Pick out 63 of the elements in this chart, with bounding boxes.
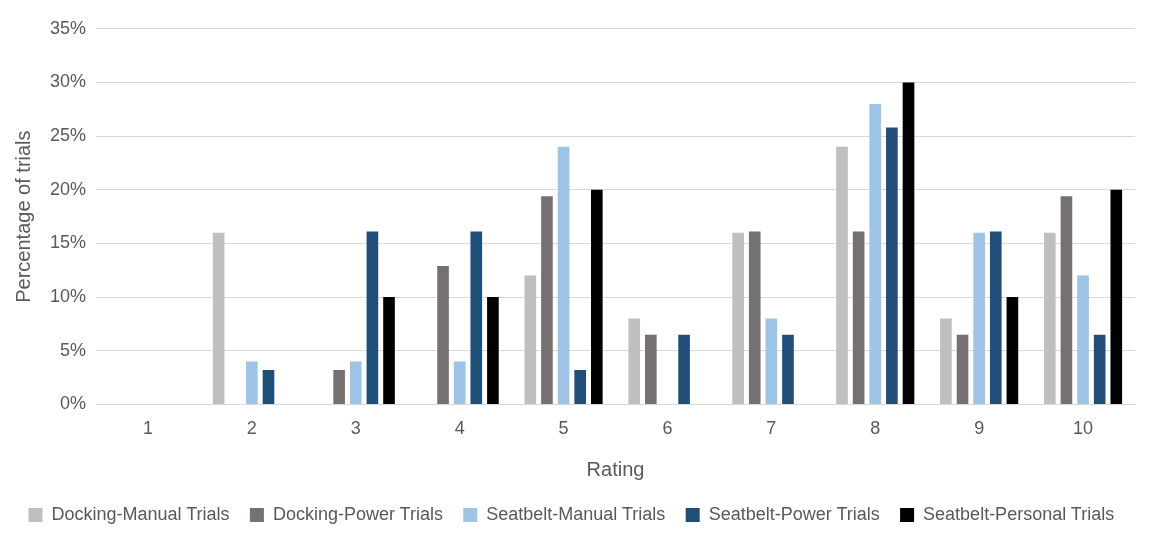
bar [973,232,985,404]
bar [1060,196,1073,404]
bar [333,370,345,404]
bar [262,370,275,404]
bar [678,334,690,404]
bar [852,231,865,404]
bar [557,146,570,404]
y-tick-label: 0% [60,393,87,414]
bar [1110,189,1123,404]
bar [212,232,225,404]
x-tick-label: 1 [142,418,153,439]
legend-label: Seatbelt-Power Trials [708,503,880,524]
bar [453,361,466,404]
y-axis-title: Percentage of trials [11,130,34,303]
bar [1043,232,1056,404]
x-tick-label: 4 [454,418,465,439]
bar [989,231,1002,404]
bar [470,231,483,404]
legend-label: Seatbelt-Personal Trials [923,503,1115,524]
bar [732,232,744,404]
bar [590,189,603,404]
y-tick-label: 20% [50,178,87,199]
bar [1077,275,1089,404]
legend-label: Docking-Manual Trials [51,503,230,524]
y-tick-label: 10% [50,286,87,307]
bar [574,370,587,404]
bar [487,297,499,404]
x-tick-label: 5 [558,418,569,439]
y-tick-label: 30% [50,71,87,92]
x-tick-label: 2 [246,418,257,439]
x-tick-label: 10 [1073,418,1094,439]
bar [748,231,761,404]
x-tick-label: 7 [766,418,777,439]
bar [541,196,553,404]
bar [886,127,898,404]
y-tick-label: 35% [50,17,87,38]
bar [902,82,915,404]
bar [940,318,952,404]
bar [1006,297,1019,404]
bar [645,334,657,404]
x-tick-label: 8 [870,418,881,439]
bar [246,361,258,404]
y-tick-label: 15% [50,232,87,253]
bar [1093,334,1106,404]
x-axis-title: Rating [586,457,645,480]
bar [782,334,794,404]
bar [836,146,848,404]
bar [628,318,641,404]
bar [437,265,449,404]
bar [349,361,362,404]
bar [765,318,778,404]
y-tick-label: 5% [60,339,87,360]
x-tick-label: 9 [974,418,985,439]
bar [956,334,969,404]
x-tick-label: 3 [350,418,361,439]
x-tick-label: 6 [662,418,673,439]
bar [383,297,395,404]
bar [524,275,537,404]
legend-label: Seatbelt-Manual Trials [486,503,666,524]
y-tick-label: 25% [50,125,87,146]
bar [869,103,882,404]
bar [366,231,379,404]
legend-label: Docking-Power Trials [272,503,443,524]
